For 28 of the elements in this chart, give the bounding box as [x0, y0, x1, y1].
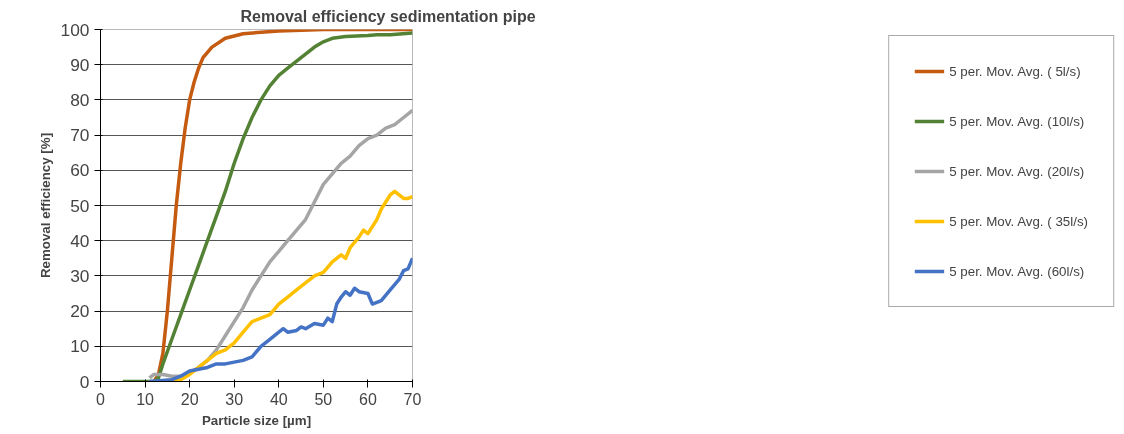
y-tick-label: 10	[70, 336, 90, 357]
x-tick-label: 0	[96, 390, 106, 408]
x-axis-title: Particle size [µm]	[201, 412, 312, 428]
x-tick-label: 50	[314, 390, 333, 408]
chart-title: Removal efficiency sedimentation pipe	[240, 7, 536, 25]
legend-label: 5 per. Mov. Avg. (60l/s)	[949, 263, 1085, 279]
x-tick-label: 40	[269, 390, 288, 408]
y-tick-label: 0	[79, 371, 90, 392]
x-tick-label: 10	[136, 390, 155, 408]
y-tick-label: 30	[70, 265, 90, 286]
y-tick-label: 90	[70, 54, 90, 75]
y-tick-label: 100	[60, 19, 90, 40]
legend-label: 5 per. Mov. Avg. ( 5l/s)	[949, 63, 1081, 79]
y-axis-title: Removal efficiency [%]	[37, 132, 53, 279]
legend-label: 5 per. Mov. Avg. (10l/s)	[949, 113, 1085, 129]
y-tick-label: 60	[70, 160, 90, 181]
x-tick-label: 60	[359, 390, 377, 408]
x-tick-label: 70	[403, 390, 422, 408]
legend-label: 5 per. Mov. Avg. ( 35l/s)	[949, 213, 1088, 229]
y-tick-label: 80	[70, 89, 90, 110]
y-tick-label: 40	[70, 230, 90, 251]
x-tick-label: 30	[225, 390, 244, 408]
y-tick-label: 20	[70, 301, 90, 322]
x-tick-label: 20	[180, 390, 199, 408]
legend-label: 5 per. Mov. Avg. (20l/s)	[949, 163, 1085, 179]
line-series	[147, 256, 413, 382]
y-tick-label: 70	[70, 125, 90, 146]
y-tick-label: 50	[70, 195, 90, 216]
